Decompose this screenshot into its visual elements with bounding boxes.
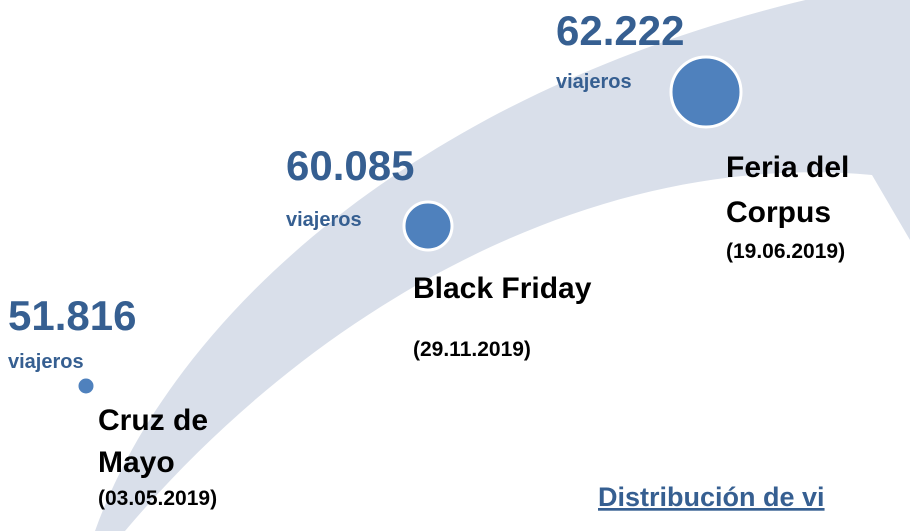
event: Corpus — [726, 196, 831, 229]
date: (29.11.2019) — [413, 338, 531, 361]
unit: viajeros — [286, 209, 362, 231]
heading: Distribución de vi — [598, 482, 825, 512]
event: Black Friday — [413, 272, 592, 305]
event: Cruz de — [98, 404, 208, 437]
value: 62.222 — [556, 7, 684, 54]
unit: viajeros — [8, 351, 84, 373]
event: Mayo — [98, 446, 175, 479]
date: (03.05.2019) — [98, 487, 217, 510]
date: (19.06.2019) — [726, 240, 845, 263]
dot — [669, 55, 743, 129]
event: Feria del — [726, 151, 849, 184]
arrow-band — [95, 0, 910, 531]
dot — [75, 375, 97, 397]
value: 60.085 — [286, 142, 414, 189]
value: 51.816 — [8, 292, 136, 339]
unit: viajeros — [556, 71, 632, 93]
dot — [402, 200, 454, 252]
